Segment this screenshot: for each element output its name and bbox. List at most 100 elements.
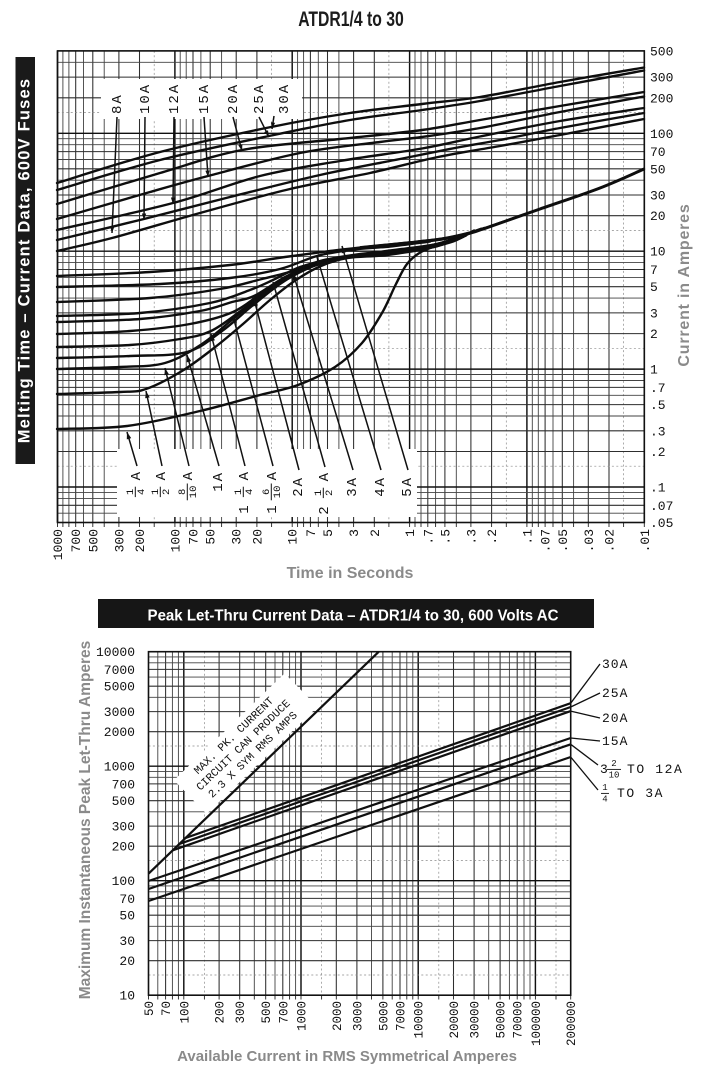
svg-text:200000: 200000 [565,1001,579,1046]
svg-text:20: 20 [650,209,666,224]
svg-text:8: 8 [177,489,189,495]
svg-text:Current in Amperes: Current in Amperes [676,203,693,366]
svg-text:1: 1 [313,490,325,496]
svg-text:2000: 2000 [104,725,135,740]
svg-text:Maximum Instantaneous Peak Let: Maximum Instantaneous Peak Let-Thru Ampe… [77,641,94,1000]
svg-text:A: A [317,471,333,481]
svg-text:500: 500 [86,529,101,552]
svg-text:.3: .3 [650,424,666,439]
svg-text:2: 2 [650,327,658,342]
svg-text:.07: .07 [539,529,554,552]
svg-text:25A: 25A [602,686,628,701]
svg-text:4A: 4A [373,476,389,497]
svg-text:2: 2 [161,489,173,495]
svg-text:30: 30 [650,189,666,204]
svg-text:A: A [129,470,145,480]
svg-text:Time in Seconds: Time in Seconds [287,565,414,582]
svg-text:10: 10 [609,771,620,781]
svg-text:5000: 5000 [104,680,135,695]
svg-text:.03: .03 [582,529,597,552]
svg-text:30A: 30A [602,657,628,672]
svg-text:10000: 10000 [413,1001,427,1039]
svg-text:50: 50 [204,529,219,545]
svg-text:200: 200 [133,529,148,552]
svg-text:30: 30 [119,934,135,949]
svg-text:3000: 3000 [104,705,135,720]
svg-text:ATDR1/4 to 30: ATDR1/4 to 30 [298,7,404,31]
svg-text:5A: 5A [400,476,416,497]
svg-text:3000: 3000 [351,1001,365,1031]
svg-text:1: 1 [403,529,418,537]
svg-text:700: 700 [277,1001,291,1024]
svg-text:.5: .5 [650,398,666,413]
svg-text:.2: .2 [650,445,666,460]
svg-text:.07: .07 [650,499,673,514]
svg-text:300: 300 [650,71,673,86]
svg-text:20: 20 [119,954,135,969]
svg-text:.02: .02 [603,529,618,552]
svg-text:100: 100 [650,127,673,142]
svg-text:7000: 7000 [395,1001,409,1031]
svg-text:10: 10 [188,486,200,499]
svg-text:1: 1 [150,489,162,495]
svg-text:5: 5 [650,280,658,295]
svg-text:2: 2 [368,529,383,537]
svg-text:1: 1 [237,503,253,513]
svg-text:100000: 100000 [530,1001,544,1046]
svg-text:2000: 2000 [331,1001,345,1031]
svg-text:700: 700 [112,777,135,792]
svg-text:.7: .7 [421,529,436,545]
svg-text:7: 7 [650,263,658,278]
svg-text:5: 5 [321,529,336,537]
svg-text:4: 4 [602,795,607,805]
svg-text:.01: .01 [638,529,653,553]
svg-text:Available Current in RMS Symme: Available Current in RMS Symmetrical Amp… [177,1048,517,1065]
svg-text:10: 10 [286,529,301,545]
svg-text:7000: 7000 [104,663,135,678]
svg-text:500: 500 [260,1001,274,1024]
svg-text:Peak Let-Thru Current Data – A: Peak Let-Thru Current Data – ATDR1/4 to … [148,607,559,625]
svg-text:5000: 5000 [377,1001,391,1031]
svg-text:10: 10 [272,486,284,499]
svg-text:100: 100 [178,1001,192,1024]
svg-text:300: 300 [234,1001,248,1024]
svg-text:70000: 70000 [512,1001,526,1039]
svg-text:3: 3 [650,306,658,321]
svg-text:3A: 3A [345,476,361,497]
svg-text:.1: .1 [520,529,535,545]
svg-text:12A: 12A [167,83,183,114]
svg-text:A: A [154,470,170,480]
svg-text:8A: 8A [110,93,126,114]
svg-text:1: 1 [602,783,607,793]
svg-text:A: A [265,470,281,480]
svg-text:70: 70 [160,1001,174,1016]
svg-text:50: 50 [119,909,135,924]
svg-text:3: 3 [347,529,362,537]
svg-text:30000: 30000 [469,1001,483,1039]
svg-text:.05: .05 [650,516,673,531]
svg-text:100: 100 [168,529,183,552]
svg-text:1: 1 [650,363,658,378]
svg-text:.5: .5 [438,529,453,545]
svg-text:30: 30 [230,529,245,545]
svg-text:1: 1 [265,503,281,513]
svg-text:TO 3A: TO 3A [617,786,664,801]
svg-text:30A: 30A [277,83,293,114]
svg-text:3: 3 [600,762,608,777]
svg-text:70: 70 [187,529,202,545]
svg-text:500: 500 [650,44,673,59]
svg-text:70: 70 [650,145,666,160]
svg-text:15A: 15A [602,734,628,749]
svg-text:4: 4 [244,489,256,495]
svg-text:10: 10 [650,245,666,260]
svg-text:300: 300 [112,529,127,552]
svg-text:2A: 2A [291,476,307,497]
svg-text:25A: 25A [252,83,268,114]
svg-text:1: 1 [125,489,137,495]
svg-text:200: 200 [112,840,135,855]
svg-text:50: 50 [143,1001,157,1016]
svg-text:6: 6 [261,489,273,495]
svg-text:.05: .05 [556,529,571,552]
svg-text:Melting Time – Current Data, 6: Melting Time – Current Data, 600V Fuses [16,78,34,444]
svg-text:300: 300 [112,820,135,835]
